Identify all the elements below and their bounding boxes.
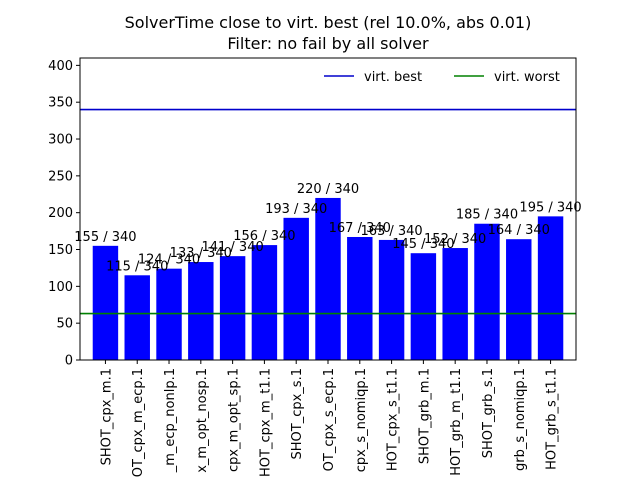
bar-value-label: 152 / 340 <box>424 232 486 247</box>
bar-value-label: 133 / 340 <box>170 246 232 261</box>
bar <box>188 262 214 360</box>
y-tick-label: 200 <box>48 206 73 221</box>
bar-value-label: 124 / 340 <box>138 253 200 268</box>
chart-title-line-2: Filter: no fail by all solver <box>227 34 429 53</box>
bar <box>442 248 468 360</box>
bar <box>283 217 309 360</box>
y-tick-label: 0 <box>65 354 73 369</box>
x-tick-label: HOT_cpx_s_t1.1 <box>386 368 401 471</box>
bar-value-label: 156 / 340 <box>233 229 295 244</box>
x-axis: SHOT_cpx_m.1 OT_cpx_m_ecp.1 _m_ecp_nonlp.1… <box>99 360 560 477</box>
x-tick-label: HOT_cpx_m_t1.1 <box>258 368 273 477</box>
chart-title: SolverTime close to virt. best (rel 10.0… <box>125 13 532 53</box>
bar-value-label: 185 / 340 <box>456 208 518 223</box>
y-tick-label: 300 <box>48 133 73 148</box>
legend-label: virt. best <box>364 70 422 85</box>
bar <box>474 223 500 360</box>
bar <box>506 239 532 360</box>
bar <box>219 256 246 360</box>
x-tick-label: grb_s_nomiqp.1 <box>513 368 528 471</box>
x-tick-label: SHOT_grb_s.1 <box>481 368 496 458</box>
bar <box>410 253 437 360</box>
bar <box>378 239 405 360</box>
bar-value-label: 163 / 340 <box>360 224 422 239</box>
plot-frame <box>79 57 577 361</box>
bar <box>251 245 278 360</box>
y-tick-label: 400 <box>48 59 73 74</box>
bar-value-label: 195 / 340 <box>519 200 581 215</box>
x-tick-label: HOT_grb_m_t1.1 <box>449 368 464 476</box>
bar-value-label: 167 / 340 <box>329 221 391 236</box>
legend: virt. best virt. worst <box>324 70 560 85</box>
bar <box>537 216 564 360</box>
chart-title-line-1: SolverTime close to virt. best (rel 10.0… <box>125 13 532 32</box>
x-tick-label: SHOT_cpx_m.1 <box>99 368 114 465</box>
x-tick-label: SHOT_cpx_s.1 <box>290 368 305 459</box>
legend-label: virt. worst <box>494 70 560 85</box>
y-tick-label: 50 <box>56 317 73 332</box>
bar-value-label: 141 / 340 <box>201 240 263 255</box>
bar-value-label: 115 / 340 <box>106 259 168 274</box>
x-tick-label: SHOT_grb_m.1 <box>417 368 432 464</box>
bar-value-label: 220 / 340 <box>297 182 359 197</box>
bar-value-label: 164 / 340 <box>488 223 550 238</box>
y-axis: 0 50 100 150 200 250 300 350 400 <box>48 59 80 369</box>
bar-value-label: 193 / 340 <box>265 202 327 217</box>
x-tick-label: x_m_opt_nosp.1 <box>195 368 210 473</box>
bar <box>92 245 119 360</box>
bar <box>315 197 341 360</box>
y-tick-label: 100 <box>48 280 73 295</box>
x-tick-label: cpx_s_nomiqp.1 <box>354 368 369 472</box>
y-tick-label: 250 <box>48 169 73 184</box>
x-tick-label: _m_ecp_nonlp.1 <box>163 368 178 473</box>
bar-value-label: 155 / 340 <box>74 230 136 245</box>
reference-lines <box>80 108 576 315</box>
y-tick-label: 150 <box>48 243 73 258</box>
bar-value-label: 145 / 340 <box>392 237 454 252</box>
bar <box>124 275 150 360</box>
x-tick-label: OT_cpx_m_ecp.1 <box>131 368 146 477</box>
x-tick-label: OT_cpx_s_ecp.1 <box>322 368 337 471</box>
bar <box>347 236 373 360</box>
x-tick-label: cpx_m_opt_sp.1 <box>227 368 242 472</box>
x-tick-label: HOT_grb_s_t1.1 <box>545 368 560 470</box>
bars <box>92 197 564 360</box>
y-tick-label: 350 <box>48 96 73 111</box>
